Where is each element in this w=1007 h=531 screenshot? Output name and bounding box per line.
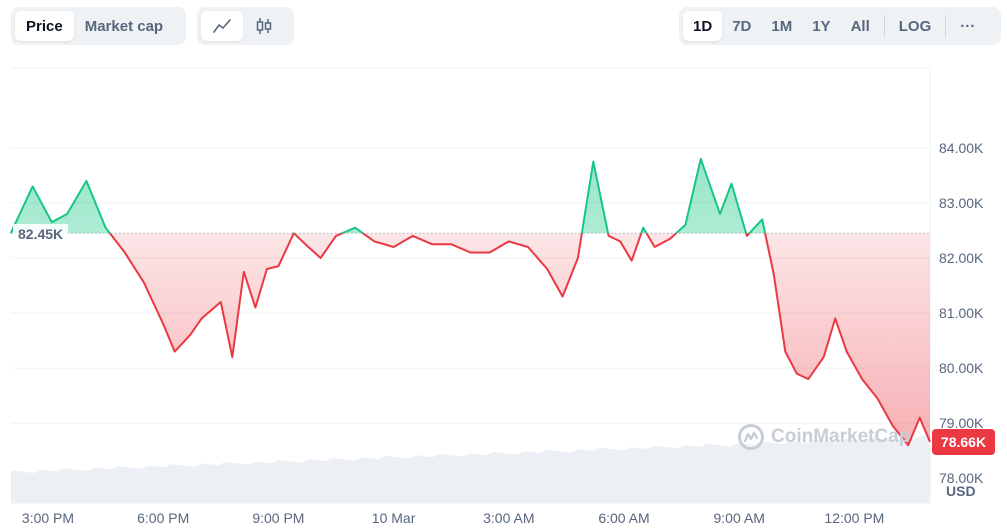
- x-tick-label: 3:00 PM: [22, 510, 74, 526]
- coinmarketcap-watermark: CoinMarketCap: [737, 423, 910, 451]
- price-line-down: [10, 233, 931, 447]
- metric-switcher: Price Market cap: [11, 7, 186, 45]
- current-price-label: 78.66K: [932, 428, 995, 455]
- y-tick-label: 82.00K: [939, 250, 984, 266]
- line-chart-button[interactable]: [201, 11, 243, 41]
- x-tick-label: 9:00 AM: [714, 510, 765, 526]
- x-tick-label: 12:00 PM: [824, 510, 884, 526]
- y-tick-label: 79.00K: [939, 415, 984, 431]
- range-all-button[interactable]: All: [850, 17, 870, 35]
- x-tick-label: 3:00 AM: [483, 510, 534, 526]
- candlestick-icon: [256, 18, 272, 34]
- x-tick-label: 6:00 AM: [598, 510, 649, 526]
- area-below-reference: [10, 233, 930, 446]
- range-1m-button[interactable]: 1M: [771, 17, 793, 35]
- range-1y-button[interactable]: 1Y: [812, 17, 831, 35]
- candlestick-button[interactable]: [243, 11, 285, 41]
- tab-market-cap[interactable]: Market cap: [84, 17, 164, 35]
- y-axis: 84.00K 83.00K 82.00K 81.00K 80.00K 79.00K 78.0…: [939, 140, 984, 486]
- divider: [883, 15, 885, 37]
- area-above-reference: [10, 158, 766, 234]
- range-7d-button[interactable]: 7D: [732, 17, 752, 35]
- volume-area: [11, 435, 930, 503]
- x-tick-label: 9:00 PM: [252, 510, 304, 526]
- watermark-text: CoinMarketCap: [771, 426, 911, 447]
- x-axis: 3:00 PM 6:00 PM 9:00 PM 10 Mar 3:00 AM 6:00 A…: [22, 510, 884, 526]
- y-tick-label: 83.00K: [939, 195, 984, 211]
- y-tick-label: 78.00K: [939, 470, 984, 486]
- coinmarketcap-logo-icon: [738, 424, 764, 450]
- x-tick-label: 6:00 PM: [137, 510, 189, 526]
- time-range-switcher: 1D 7D 1M 1Y All LOG ···: [679, 7, 1001, 45]
- log-scale-button[interactable]: LOG: [898, 17, 932, 35]
- chart-type-switcher: [197, 7, 294, 45]
- more-options-button[interactable]: ···: [960, 17, 976, 35]
- currency-label: USD: [946, 483, 976, 499]
- y-tick-label: 84.00K: [939, 140, 984, 156]
- range-1d-button[interactable]: 1D: [683, 11, 723, 41]
- line-chart-icon: [213, 19, 231, 33]
- y-tick-label: 80.00K: [939, 360, 984, 376]
- x-tick-label: 10 Mar: [372, 510, 416, 526]
- y-tick-label: 81.00K: [939, 305, 984, 321]
- reference-price-label: 82.45K: [13, 224, 69, 245]
- volume-bars: [11, 435, 930, 503]
- tab-price[interactable]: Price: [15, 11, 74, 41]
- divider: [945, 15, 947, 37]
